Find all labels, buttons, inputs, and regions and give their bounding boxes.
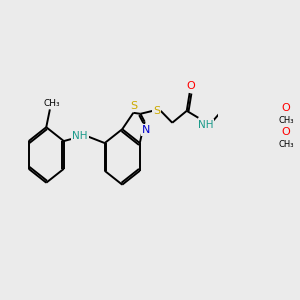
Text: CH₃: CH₃ <box>278 140 294 149</box>
Text: O: O <box>186 81 195 91</box>
Text: CH₃: CH₃ <box>43 99 60 108</box>
Text: O: O <box>282 127 290 137</box>
Text: NH: NH <box>72 131 88 141</box>
Text: NH: NH <box>198 120 213 130</box>
Text: S: S <box>153 106 160 116</box>
Text: O: O <box>282 103 290 113</box>
Text: N: N <box>142 124 150 135</box>
Text: S: S <box>130 101 137 111</box>
Text: CH₃: CH₃ <box>278 116 294 125</box>
